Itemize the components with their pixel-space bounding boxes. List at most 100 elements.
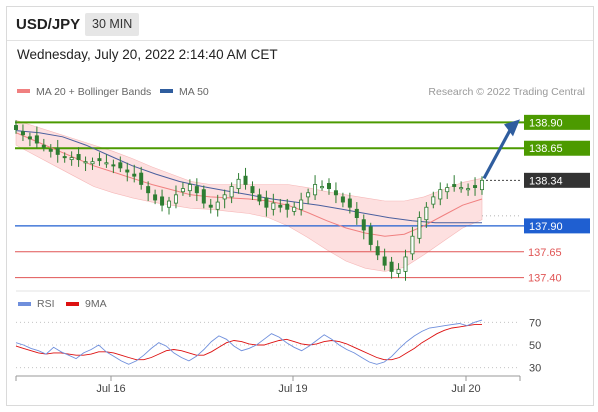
legend-swatch-ma20 <box>17 89 30 94</box>
candle-body <box>438 189 443 200</box>
level-label-137-90: 137.90 <box>529 221 563 233</box>
candle-body <box>167 200 172 208</box>
bollinger-band <box>15 119 483 272</box>
candle-body <box>361 219 366 231</box>
candle-body <box>222 194 227 200</box>
rsi-legend-label-0: RSI <box>37 298 55 310</box>
level-tag-138-34 <box>524 172 590 188</box>
candle-body <box>396 268 401 274</box>
candle-body <box>104 162 109 165</box>
candle-body <box>76 154 81 161</box>
candle-body <box>445 187 450 193</box>
candle-body <box>403 256 408 272</box>
candle-body <box>278 204 283 208</box>
candle-body <box>153 194 158 201</box>
candle-body <box>466 188 471 191</box>
symbol-title: USD/JPY <box>16 16 81 33</box>
candle-body <box>194 186 199 194</box>
candle-body <box>326 183 331 190</box>
candle-body <box>243 175 248 185</box>
candle-body <box>55 147 60 155</box>
credit-text: Research © 2022 Trading Central <box>428 86 585 98</box>
candle-body <box>431 196 436 205</box>
candle-body <box>264 197 269 208</box>
level-tag-138-65 <box>524 140 590 156</box>
candle-body <box>83 161 88 164</box>
level-label-138-90: 138.90 <box>529 117 563 129</box>
candle-body <box>208 204 213 208</box>
candle-body <box>473 185 478 188</box>
candle-body <box>132 173 137 177</box>
candle-body <box>354 208 359 218</box>
rsi-tick-label-50: 50 <box>529 340 541 352</box>
level-tag-137-90 <box>524 218 590 234</box>
candle-body <box>111 164 116 167</box>
legend-label-ma20: MA 20 + Bollinger Bands <box>36 86 152 98</box>
rsi-9ma-line <box>15 324 482 361</box>
candle-body <box>347 198 352 208</box>
candle-body <box>313 184 318 196</box>
candle-body <box>382 256 387 266</box>
candle-body <box>201 189 206 204</box>
forecast-arrow <box>482 127 513 180</box>
candle-body <box>118 162 123 169</box>
candle-body <box>417 217 422 239</box>
legend-swatch-ma50 <box>160 89 173 94</box>
level-label-137-40: 137.40 <box>528 273 562 285</box>
x-tick-label-1: Jul 19 <box>278 383 307 395</box>
candle-body <box>62 156 67 159</box>
rsi-legend-label-1: 9MA <box>85 298 107 310</box>
candle-body <box>368 226 373 245</box>
candle-body <box>69 157 74 161</box>
candle-body <box>97 158 102 162</box>
rsi-line <box>15 319 483 365</box>
candle-body <box>375 246 380 256</box>
timeframe-selector[interactable]: 30 MIN <box>85 13 140 36</box>
legend-item-ma50: MA 50 <box>160 86 209 98</box>
candle-body <box>250 186 255 194</box>
candle-body <box>292 206 297 212</box>
candle-body <box>333 190 338 196</box>
candle-body <box>424 206 429 221</box>
candle-body <box>13 125 18 131</box>
level-label-138-65: 138.65 <box>529 143 563 155</box>
chart-header: USD/JPY 30 MIN <box>7 7 593 41</box>
candle-body <box>452 184 457 187</box>
candle-body <box>146 186 151 194</box>
rsi-tick-label-70: 70 <box>529 317 541 329</box>
candle-body <box>139 172 144 185</box>
candle-body <box>285 203 290 210</box>
ma20-line <box>15 132 483 237</box>
candle-body <box>410 235 415 255</box>
level-tag-138-90 <box>524 114 590 130</box>
rsi-legend-swatch-1 <box>66 302 79 306</box>
rsi-tick-label-30: 30 <box>529 363 541 375</box>
x-tick-label-2: Jul 20 <box>451 383 480 395</box>
forecast-arrow-head <box>504 119 520 137</box>
candle-body <box>459 187 464 190</box>
candle-body <box>215 201 220 210</box>
candle-body <box>479 179 484 191</box>
candle-body <box>389 261 394 272</box>
chart-datetime: Wednesday, July 20, 2022 2:14:40 AM CET <box>17 47 278 62</box>
legend-label-ma50: MA 50 <box>179 86 209 98</box>
candle-body <box>257 194 262 202</box>
level-label-137-65: 137.65 <box>528 247 562 259</box>
candle-body <box>299 199 304 210</box>
legend-item-ma20: MA 20 + Bollinger Bands <box>17 86 151 98</box>
candle-body <box>160 196 165 206</box>
candle-body <box>306 192 311 198</box>
candle-body <box>320 186 325 189</box>
candle-body <box>125 169 130 173</box>
ma50-line <box>15 130 482 224</box>
candle-body <box>236 178 241 190</box>
candle-body <box>340 196 345 203</box>
candle-body <box>41 144 46 148</box>
x-tick-label-0: Jul 16 <box>96 383 125 395</box>
chart-frame: USD/JPY 30 MIN Wednesday, July 20, 2022 … <box>6 6 594 406</box>
candle-body <box>187 184 192 192</box>
candle-body <box>20 131 25 136</box>
candle-body <box>180 188 185 193</box>
candle-body <box>48 148 53 152</box>
